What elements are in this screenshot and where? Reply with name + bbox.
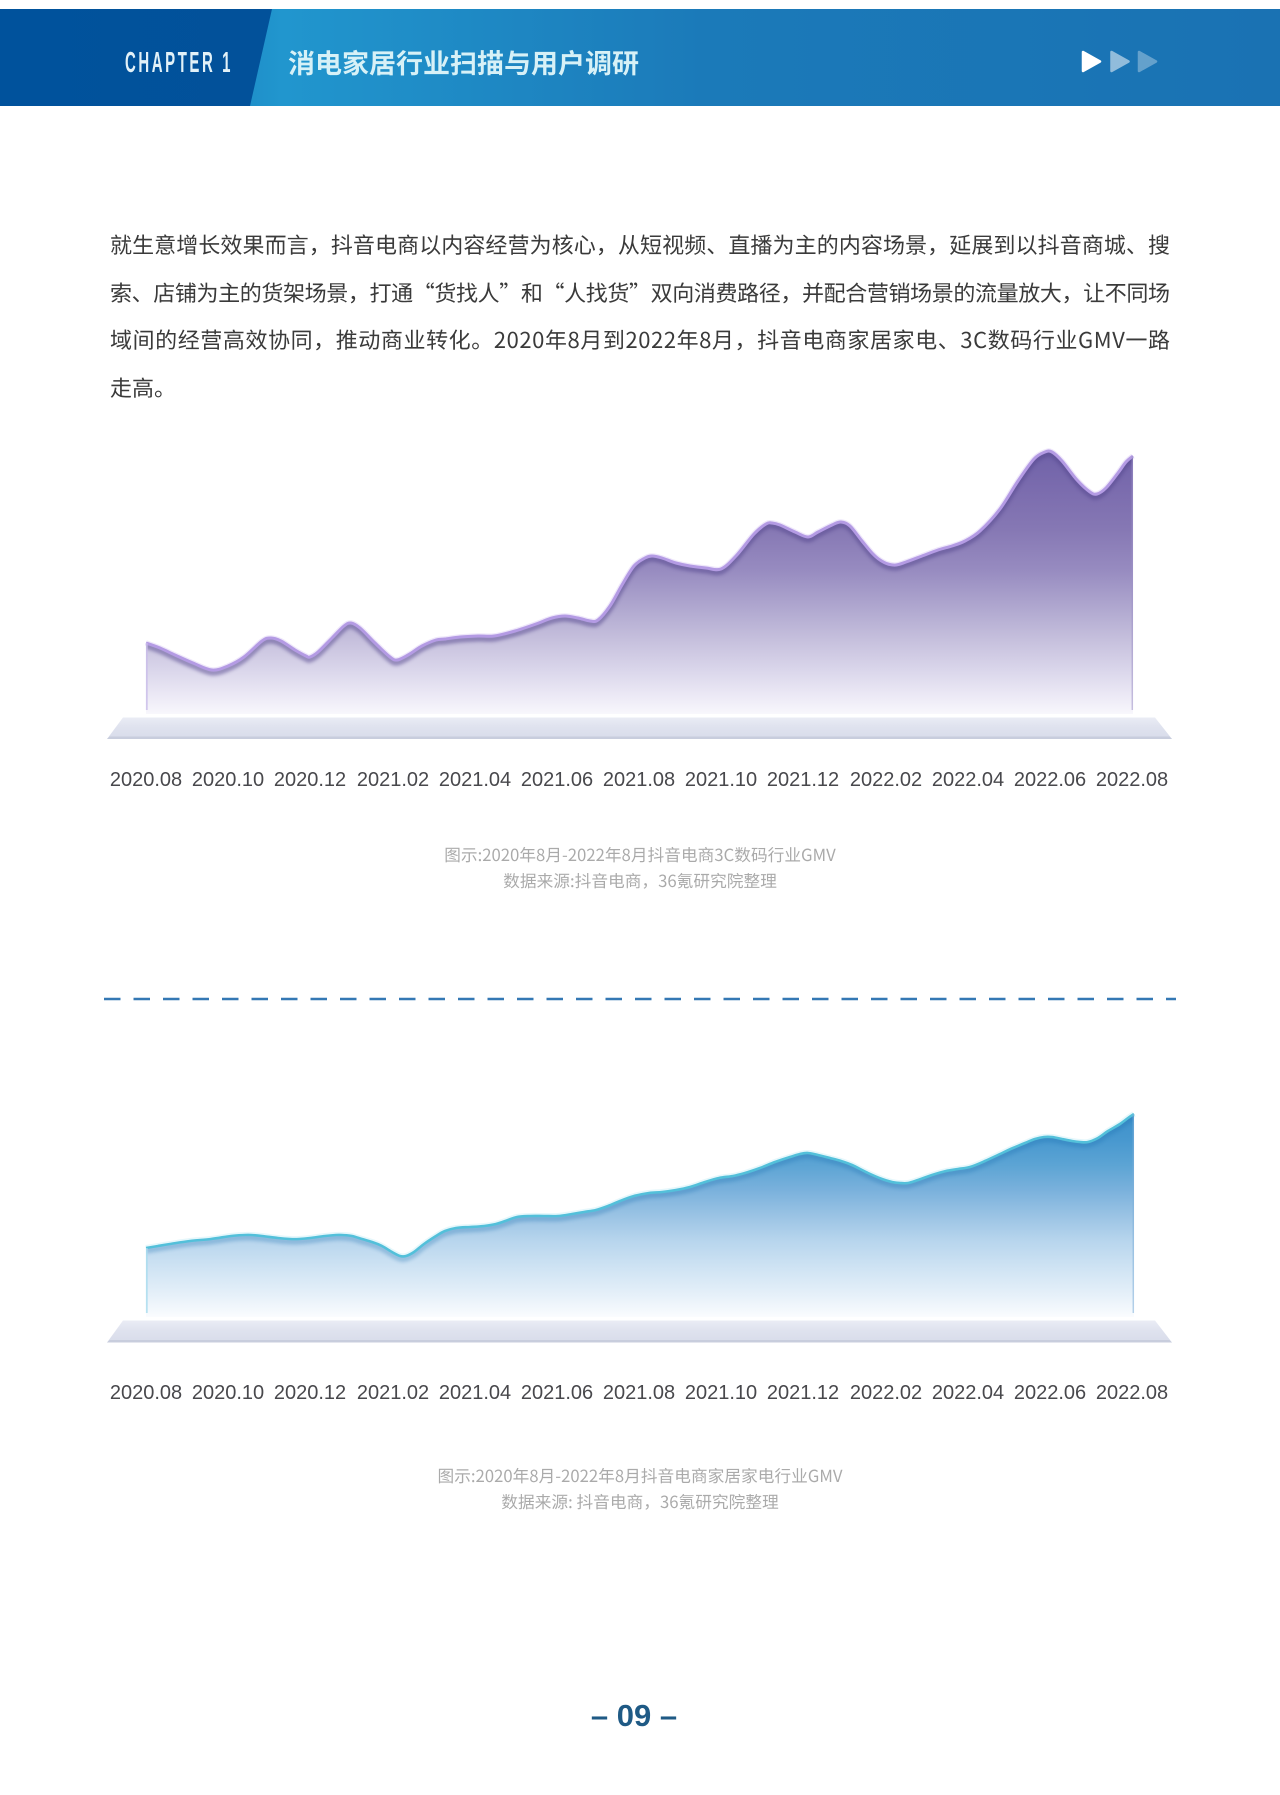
svg-text:2022.02: 2022.02 (850, 769, 922, 791)
svg-text:2022.06: 2022.06 (1014, 1382, 1086, 1404)
svg-text:2022.06: 2022.06 (1014, 769, 1086, 791)
svg-text:2021.04: 2021.04 (439, 1382, 511, 1404)
svg-text:2020.10: 2020.10 (192, 769, 264, 791)
svg-text:2021.02: 2021.02 (357, 769, 429, 791)
svg-text:2021.08: 2021.08 (603, 1382, 675, 1404)
svg-text:2022.04: 2022.04 (932, 1382, 1004, 1404)
svg-text:2021.12: 2021.12 (767, 1382, 839, 1404)
svg-text:2020.08: 2020.08 (110, 1382, 182, 1404)
svg-text:2021.10: 2021.10 (685, 1382, 757, 1404)
svg-text:CHAPTER 1: CHAPTER 1 (125, 47, 233, 79)
svg-text:2021.10: 2021.10 (685, 769, 757, 791)
svg-text:2021.02: 2021.02 (357, 1382, 429, 1404)
svg-text:2021.08: 2021.08 (603, 769, 675, 791)
svg-text:2021.06: 2021.06 (521, 769, 593, 791)
svg-text:2021.06: 2021.06 (521, 1382, 593, 1404)
svg-text:2020.10: 2020.10 (192, 1382, 264, 1404)
svg-text:2022.08: 2022.08 (1096, 1382, 1168, 1404)
svg-text:2022.04: 2022.04 (932, 769, 1004, 791)
svg-text:– 09 –: – 09 – (591, 1698, 677, 1733)
svg-text:2021.12: 2021.12 (767, 769, 839, 791)
svg-text:2021.04: 2021.04 (439, 769, 511, 791)
svg-text:2022.08: 2022.08 (1096, 769, 1168, 791)
svg-text:2020.08: 2020.08 (110, 769, 182, 791)
svg-text:2022.02: 2022.02 (850, 1382, 922, 1404)
svg-text:2020.12: 2020.12 (274, 769, 346, 791)
svg-text:2020.12: 2020.12 (274, 1382, 346, 1404)
